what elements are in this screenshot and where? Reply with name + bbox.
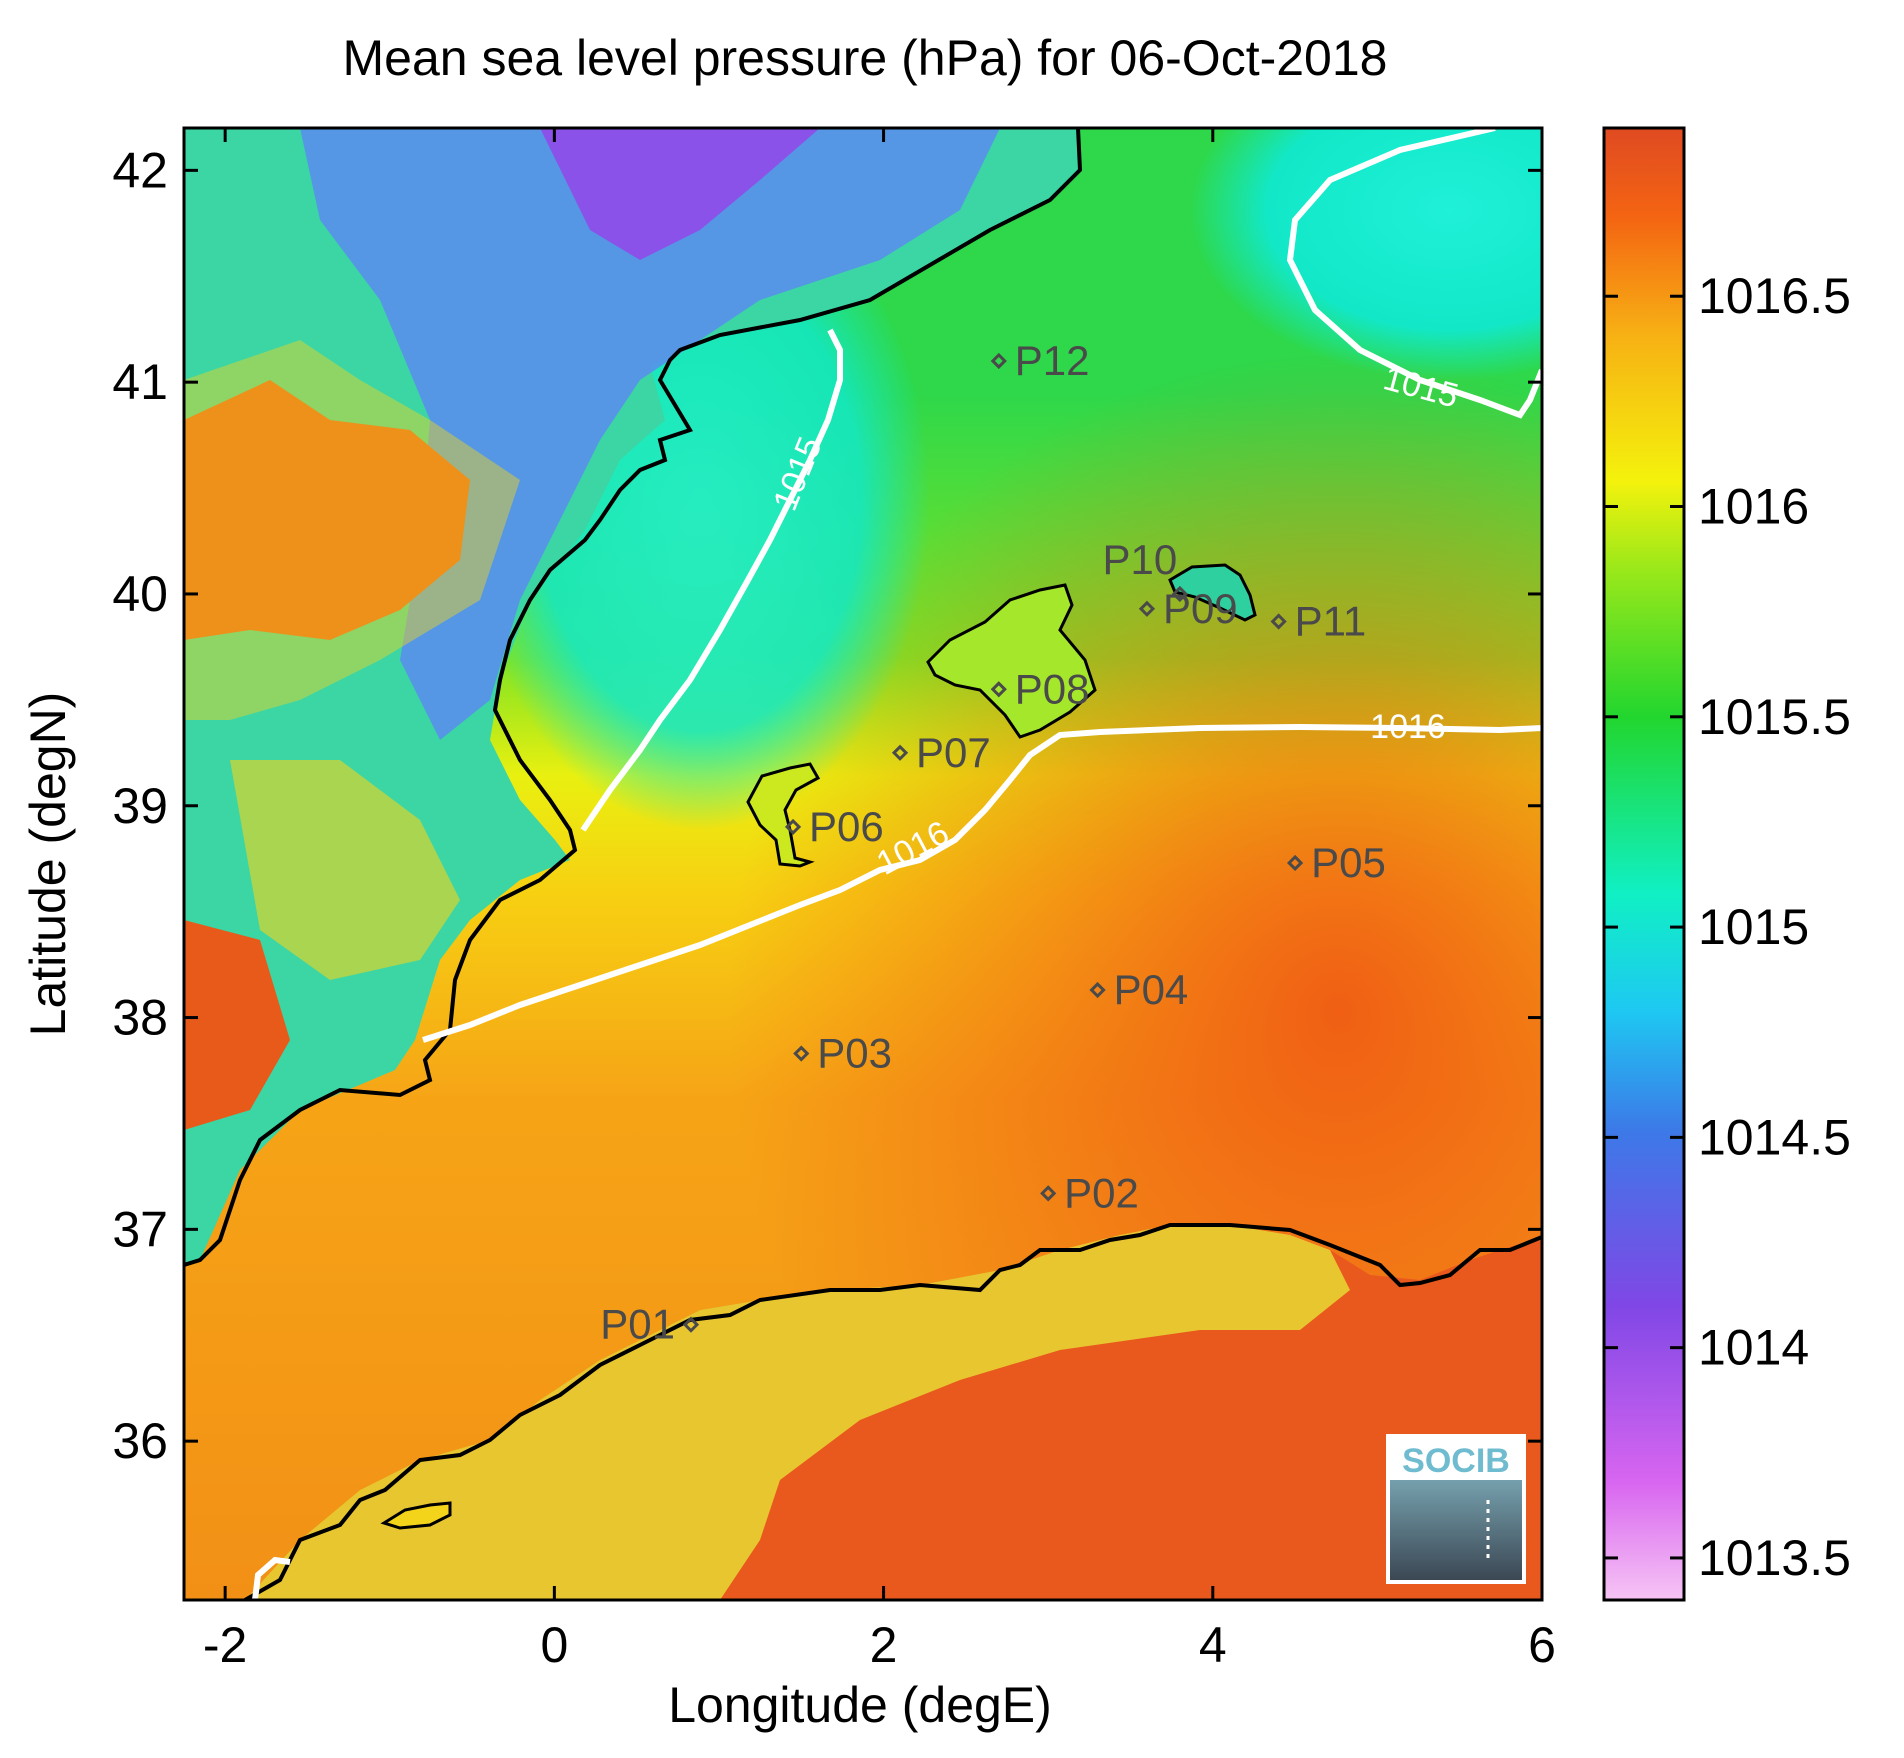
map-area: 1015 1015 1016 1016 P01P02P03P04P05P06P0… <box>184 128 1542 1600</box>
y-tick-label: 41 <box>112 354 168 410</box>
x-tick-label: 4 <box>1199 1617 1227 1673</box>
station-marker-p09 <box>1138 600 1156 617</box>
x-tick-label: 0 <box>540 1617 568 1673</box>
iberia-central-highland-fringe <box>184 340 520 720</box>
socib-logo: SOCIB <box>1386 1434 1526 1584</box>
mallorca-island <box>926 583 1097 739</box>
y-axis-label: Latitude (degN) <box>20 692 76 1037</box>
iberia-coastline <box>184 128 1083 1267</box>
iberia-central-highland <box>184 380 470 640</box>
station-label-p03: P03 <box>817 1030 892 1077</box>
station-marker-p03 <box>793 1045 810 1062</box>
y-tick-label: 39 <box>112 778 168 834</box>
station-marker-p04 <box>1089 981 1106 999</box>
y-tick-label: 36 <box>112 1413 168 1469</box>
station-label-p06: P06 <box>809 803 884 850</box>
colorbar-tick-label: 1015 <box>1698 899 1809 955</box>
station-marker-p08 <box>990 681 1007 698</box>
colorbar-tick-label: 1014.5 <box>1698 1109 1851 1165</box>
iberia-east-land-high <box>230 760 460 980</box>
chart-title: Mean sea level pressure (hPa) for 06-Oct… <box>343 30 1388 86</box>
station-marker-p05 <box>1286 854 1304 872</box>
y-axis-ticks: 36 37 38 39 40 41 42 <box>112 142 1542 1469</box>
station-marker-p12 <box>990 352 1007 370</box>
station-label-p10: P10 <box>1102 536 1177 583</box>
iberia-lowest-pressure-core <box>540 128 820 260</box>
africa-coastline <box>244 1223 1542 1600</box>
y-tick-label: 42 <box>112 142 168 198</box>
socib-logo-text: SOCIB <box>1402 1442 1510 1480</box>
iberia-land <box>184 128 1080 1265</box>
x-tick-label: -2 <box>203 1617 247 1673</box>
station-marker-p07 <box>891 744 909 761</box>
iberia-low-pressure-highlands <box>300 128 1000 740</box>
x-axis-ticks: -2 0 2 4 6 <box>203 128 1556 1673</box>
colorbar-tick-label: 1014 <box>1698 1320 1809 1376</box>
station-label-p07: P07 <box>916 729 991 776</box>
y-tick-label: 38 <box>112 990 168 1046</box>
north-africa-coastal-plain <box>245 1225 1350 1600</box>
isobar-1016-sw-ring <box>252 1556 291 1600</box>
station-marker-p10 <box>1171 585 1188 603</box>
contour-label-1016-east: 1016 <box>1370 708 1446 746</box>
station-marker-p02 <box>1040 1185 1057 1202</box>
isobar-1015-west <box>580 328 843 832</box>
x-tick-label: 2 <box>870 1617 898 1673</box>
iberia-south-highland <box>184 920 290 1130</box>
alboran-island <box>380 1501 452 1530</box>
colorbar-tick-label: 1015.5 <box>1698 689 1851 745</box>
y-tick-label: 37 <box>112 1201 168 1257</box>
colorbar-tick-label: 1013.5 <box>1698 1530 1851 1586</box>
x-tick-label: 6 <box>1528 1617 1556 1673</box>
station-label-p01: P01 <box>600 1301 675 1348</box>
station-label-p08: P08 <box>1015 665 1090 712</box>
isobar-1015-ne <box>1286 128 1542 419</box>
station-label-p02: P02 <box>1064 1169 1139 1216</box>
colorbar <box>1602 126 1686 1602</box>
axes-frame <box>182 126 1544 1602</box>
menorca-island <box>1168 563 1257 622</box>
station-marker-p06 <box>784 818 802 836</box>
station-marker-p11 <box>1270 613 1287 630</box>
ne-low-pressure-pool <box>1190 128 1542 380</box>
colorbar-tick-label: 1016.5 <box>1698 268 1851 324</box>
x-axis-label: Longitude (degE) <box>668 1677 1052 1733</box>
station-label-p04: P04 <box>1114 966 1189 1013</box>
station-label-p05: P05 <box>1311 839 1386 886</box>
station-marker-p01 <box>682 1316 700 1333</box>
colorbar-ticks: 1013.5 1014 1014.5 1015 1015.5 1016 1016.5 <box>1604 268 1851 1586</box>
station-label-p11: P11 <box>1295 597 1367 644</box>
y-tick-label: 40 <box>112 566 168 622</box>
isobar-1016 <box>422 723 1542 1043</box>
station-label-p12: P12 <box>1015 337 1090 384</box>
colorbar-tick-label: 1016 <box>1698 479 1809 535</box>
